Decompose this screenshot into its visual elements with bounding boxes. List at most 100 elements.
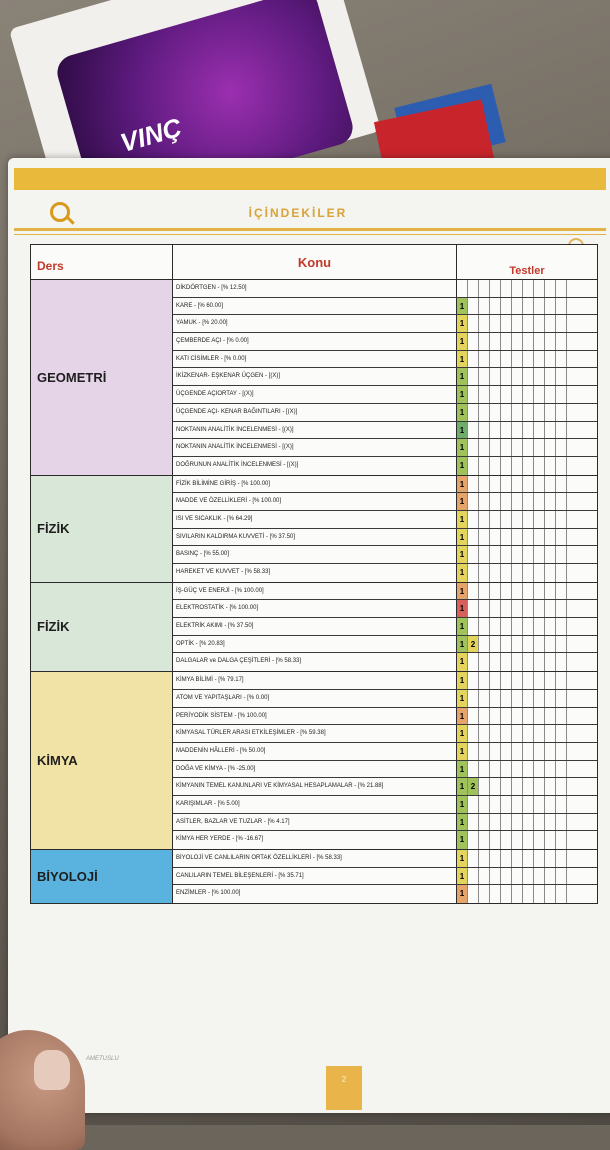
table-row: SIVILARIN KALDIRMA KUVVETİ - [% 37.50] 1 [173, 528, 597, 547]
test-cell-empty [556, 582, 567, 600]
test-cell-empty [523, 600, 534, 618]
test-cell-empty [545, 635, 556, 653]
test-cell-empty [545, 672, 556, 689]
test-cell-empty [468, 528, 479, 546]
test-cell-empty [556, 297, 567, 315]
test-cell-empty [556, 885, 567, 904]
test-cell-empty [501, 280, 512, 297]
test-cell-empty [479, 368, 490, 386]
test-cell-empty [523, 456, 534, 475]
test-cell-empty [534, 795, 545, 813]
test-cell-empty [468, 297, 479, 315]
test-cell-empty [512, 386, 523, 403]
test-cell-empty [556, 867, 567, 885]
test-cell-empty [556, 475, 567, 493]
test-cells: 1 [457, 618, 597, 635]
table-row: KİMYA BİLİMİ - [% 79.17] 1 [173, 672, 597, 690]
test-cell-empty [556, 725, 567, 742]
test-cell-empty [534, 315, 545, 333]
test-cell-empty [490, 456, 501, 475]
test-cell-empty [534, 813, 545, 831]
test-cell-empty [512, 795, 523, 813]
test-cell-empty [534, 475, 545, 493]
column-header-testler: Testler [509, 265, 545, 277]
test-cell-empty [479, 618, 490, 635]
table-header: Ders Konu Testler [31, 245, 597, 280]
test-cells: 1 [457, 831, 597, 849]
table-row: YAMUK - [% 20.00] 1 [173, 315, 597, 334]
test-cell-empty [479, 333, 490, 350]
test-badge: 1 [457, 510, 468, 528]
test-cell-empty [523, 885, 534, 904]
test-cell-empty [501, 600, 512, 618]
test-cell-empty [512, 403, 523, 421]
test-cell-empty [479, 297, 490, 315]
table-row: ATOM VE YAPITAŞLARI - [% 0.00] 1 [173, 689, 597, 708]
test-cell-empty [468, 672, 479, 689]
test-cell-empty [545, 297, 556, 315]
test-cell-empty [512, 867, 523, 885]
table-row: MADDENİN HÂLLERİ - [% 50.00] 1 [173, 742, 597, 761]
test-cell-empty [468, 885, 479, 904]
test-cell-empty [556, 528, 567, 546]
test-cell-empty [523, 653, 534, 672]
test-cell-empty [523, 368, 534, 386]
test-cell-empty [490, 689, 501, 707]
test-cell-empty [545, 778, 556, 795]
test-cell-empty [479, 475, 490, 493]
test-cell-empty [479, 439, 490, 456]
test-cell-empty [534, 618, 545, 635]
test-cell-empty [501, 386, 512, 403]
test-cells: 1 [457, 297, 597, 315]
topic-label: ÇEMBERDE AÇI - [% 0.00] [173, 333, 457, 350]
test-cells: 1 [457, 582, 597, 600]
test-badge: 1 [457, 760, 468, 778]
test-badge: 1 [457, 350, 468, 368]
test-badge: 1 [457, 493, 468, 510]
test-cell-empty [479, 350, 490, 368]
topic-label: KARIŞIMLAR - [% 5.00] [173, 795, 457, 813]
test-cells: 1 [457, 510, 597, 528]
test-cell-empty [556, 653, 567, 672]
test-cell-empty [512, 635, 523, 653]
test-cell-empty [545, 421, 556, 439]
topic-label: DİKDÖRTGEN - [% 12.50] [173, 280, 457, 297]
test-cell-empty [512, 528, 523, 546]
test-cell-empty [534, 600, 545, 618]
test-cell-empty [523, 403, 534, 421]
test-cell-empty [512, 439, 523, 456]
test-cell-empty [490, 760, 501, 778]
test-cell-empty [512, 885, 523, 904]
test-cell-empty [479, 386, 490, 403]
test-badge: 1 [457, 403, 468, 421]
test-cell-empty [534, 831, 545, 849]
test-cell-empty [556, 350, 567, 368]
test-cell-empty [545, 867, 556, 885]
test-badge: 1 [457, 315, 468, 333]
test-cell-empty [523, 386, 534, 403]
table-row: BASINÇ - [% 55.00] 1 [173, 546, 597, 564]
heading-rule-thin [14, 234, 606, 235]
test-badge: 1 [457, 333, 468, 350]
test-cells: 1 [457, 403, 597, 421]
topic-label: DALGALAR ve DALGA ÇEŞİTLERİ - [% 58.33] [173, 653, 457, 672]
test-cell-empty [479, 850, 490, 867]
test-cell-empty [556, 689, 567, 707]
page-number: 2 [326, 1066, 362, 1110]
test-cell-empty [545, 564, 556, 582]
test-cell-empty [556, 600, 567, 618]
test-cell-empty [545, 456, 556, 475]
test-cell-empty [468, 564, 479, 582]
table-row: ENZİMLER - [% 100.00] 1 [173, 885, 597, 904]
topic-label: DOĞRUNUN ANALİTİK İNCELENMESİ - [(X)] [173, 456, 457, 475]
test-cell-empty [523, 280, 534, 297]
test-cell-empty [512, 582, 523, 600]
test-cell-empty [501, 297, 512, 315]
test-cell-empty [523, 689, 534, 707]
table-row: DALGALAR ve DALGA ÇEŞİTLERİ - [% 58.33] 1 [173, 653, 597, 672]
test-cell-empty [534, 742, 545, 760]
test-cells: 1 [457, 760, 597, 778]
test-cells: 1 [457, 813, 597, 831]
test-cell-empty [534, 885, 545, 904]
test-cell-empty [556, 795, 567, 813]
